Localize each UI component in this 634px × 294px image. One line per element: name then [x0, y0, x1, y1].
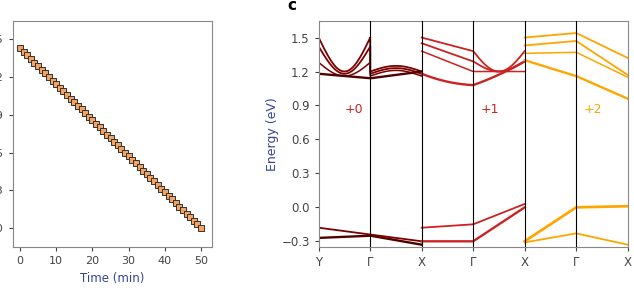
Point	[138, 168, 148, 173]
Y-axis label: Energy (eV): Energy (eV)	[266, 97, 278, 171]
Point	[40, 71, 50, 76]
Point	[69, 100, 79, 105]
Point	[131, 161, 141, 166]
Point	[105, 136, 115, 141]
Point	[127, 157, 138, 162]
Point	[149, 179, 159, 184]
Point	[141, 172, 152, 176]
Point	[164, 193, 174, 198]
Point	[94, 125, 105, 130]
Point	[29, 60, 39, 65]
Point	[58, 89, 68, 94]
Point	[91, 121, 101, 126]
Point	[18, 49, 29, 54]
Point	[77, 107, 87, 112]
Point	[153, 183, 163, 187]
Text: c: c	[288, 0, 297, 13]
Point	[33, 64, 43, 69]
Point	[134, 165, 145, 169]
Point	[48, 78, 58, 83]
Point	[167, 197, 177, 202]
Point	[193, 222, 203, 227]
X-axis label: Time (min): Time (min)	[80, 272, 145, 285]
Point	[171, 201, 181, 205]
Point	[116, 147, 126, 151]
Point	[113, 143, 123, 148]
Point	[37, 68, 47, 72]
Point	[98, 129, 108, 133]
Point	[145, 176, 155, 180]
Point	[178, 208, 188, 213]
Point	[44, 75, 54, 79]
Point	[102, 132, 112, 137]
Point	[196, 226, 206, 230]
Point	[109, 139, 119, 144]
Point	[26, 57, 36, 61]
Point	[160, 190, 170, 194]
Point	[55, 86, 65, 90]
Point	[189, 218, 199, 223]
Point	[174, 204, 184, 209]
Point	[156, 186, 166, 191]
Point	[124, 154, 134, 158]
Point	[73, 103, 83, 108]
Point	[80, 111, 90, 115]
Point	[15, 46, 25, 51]
Point	[62, 93, 72, 97]
Text: +2: +2	[584, 103, 602, 116]
Text: +0: +0	[344, 103, 363, 116]
Point	[51, 82, 61, 86]
Point	[181, 211, 191, 216]
Point	[185, 215, 195, 220]
Point	[87, 118, 98, 123]
Text: +1: +1	[481, 103, 500, 116]
Point	[22, 53, 32, 58]
Point	[84, 114, 94, 119]
Point	[120, 150, 130, 155]
Point	[65, 96, 75, 101]
